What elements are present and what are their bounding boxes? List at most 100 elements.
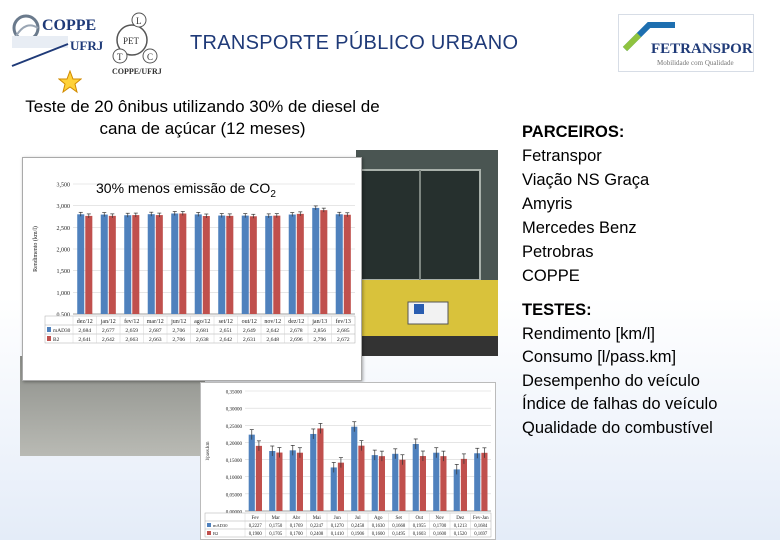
bar-mad30 (194, 214, 202, 314)
bar-b2 (255, 445, 262, 511)
data-label: 2,648 (266, 337, 279, 343)
y-tick-label: 0,20000 (226, 442, 243, 447)
x-tick-label: Set (396, 516, 403, 521)
data-label: 0,1697 (474, 532, 488, 537)
bar-b2 (202, 216, 210, 314)
partner-item: Petrobras (522, 243, 594, 261)
data-label: 0,1270 (331, 524, 345, 529)
test-item: Índice de falhas do veículo (522, 395, 718, 413)
data-label: 2,651 (219, 328, 232, 334)
data-label: 2,663 (149, 337, 162, 343)
x-tick-label: out/12 (242, 319, 257, 325)
legend-swatch (207, 523, 211, 527)
x-tick-label: Fev-Jan (473, 516, 489, 521)
data-label: 0,2227 (249, 524, 263, 529)
bar-mad30 (453, 469, 460, 511)
test-description: Teste de 20 ônibus utilizando 30% de die… (25, 97, 380, 138)
x-tick-label: Mai (313, 516, 322, 521)
x-tick-label: Mar (272, 516, 281, 521)
pet-logo-text: PET (123, 36, 140, 46)
data-label: 2,685 (337, 328, 350, 334)
x-tick-label: set/12 (219, 319, 233, 325)
data-label: 2,659 (125, 328, 138, 334)
svg-text:L: L (136, 16, 142, 26)
bar-b2 (440, 456, 447, 511)
bar-mad30 (330, 467, 337, 511)
bar-mad30 (241, 215, 249, 314)
test-item: Desempenho do veículo (522, 371, 700, 390)
bar-b2 (296, 213, 304, 314)
bar-b2 (273, 215, 281, 314)
svg-text:C: C (147, 52, 153, 62)
bar-b2 (179, 213, 187, 314)
data-label: 2,706 (172, 328, 185, 334)
y-tick-label: 0,10000 (226, 476, 243, 481)
data-label: 2,696 (290, 337, 303, 343)
x-tick-label: ago/12 (194, 319, 210, 325)
chart-consumo: l/pass.km0,000000,050000,100000,150000,2… (200, 382, 496, 540)
data-label: 0,1213 (454, 524, 468, 529)
data-label: 0,1495 (392, 532, 406, 537)
x-tick-label: Jul (355, 516, 361, 521)
data-label: 2,649 (243, 328, 256, 334)
data-label: 0,1520 (454, 532, 468, 537)
coppe-logo-sub: UFRJ (70, 38, 104, 53)
bar-b2 (108, 215, 116, 314)
data-label: 0,1700 (290, 532, 304, 537)
x-tick-label: Out (416, 516, 424, 521)
bar-mad30 (147, 214, 155, 314)
bar-b2 (343, 214, 351, 314)
data-label: 0,1630 (372, 524, 386, 529)
bar-b2 (337, 462, 344, 511)
data-label: 0,1700 (433, 524, 447, 529)
bar-b2 (85, 215, 93, 314)
y-tick-label: 0,30000 (226, 408, 243, 413)
data-label: 2,681 (196, 328, 209, 334)
fetranspor-logo: FETRANSPOR Mobilidade com Qualidade (618, 14, 754, 72)
data-label: 0,1906 (351, 532, 365, 537)
bar-b2 (132, 215, 140, 314)
bar-mad30 (433, 452, 440, 511)
data-label: 2,642 (102, 337, 115, 343)
bar-mad30 (371, 455, 378, 511)
x-tick-label: Abr (292, 516, 300, 521)
partner-item: Fetranspor (522, 147, 602, 165)
x-tick-label: Ago (374, 516, 383, 521)
coppe-logo: COPPE UFRJ PET L T C COPPE/UFRJ (8, 6, 166, 76)
data-label: 0,1603 (413, 532, 427, 537)
data-label: 2,677 (102, 328, 115, 334)
data-table (204, 512, 492, 538)
chart-rendimento: Rendimento (km/l) 0,500 1,000 1,500 2,000 2,5… (22, 157, 362, 381)
bar-mad30 (171, 213, 179, 314)
x-tick-label: Nov (435, 516, 444, 521)
fetranspor-name: FETRANSPOR (651, 41, 753, 57)
data-label: 0,1600 (372, 532, 386, 537)
data-label: 0,2247 (310, 524, 324, 529)
data-label: 2,706 (172, 337, 185, 343)
bar-mad30 (412, 443, 419, 511)
bar-mad30 (351, 426, 358, 511)
bar-mad30 (100, 214, 108, 314)
bar-mad30 (335, 214, 343, 314)
bar-b2 (249, 216, 257, 314)
data-label: 0,2458 (351, 524, 365, 529)
partner-item: Viação NS Graça (522, 171, 650, 189)
y-tick-label: 1,500 (57, 269, 71, 275)
co2-reduction-label: 30% menos emissão de CO2 (96, 180, 276, 200)
x-tick-label: jan/12 (100, 319, 116, 325)
x-tick-label: jan/13 (311, 319, 327, 325)
partners-heading: PARCEIROS: (522, 123, 625, 141)
bar-mad30 (77, 214, 85, 314)
x-tick-label: Fev (252, 516, 260, 521)
data-label: 2,856 (313, 328, 326, 334)
svg-text:T: T (117, 52, 123, 62)
bar-b2 (378, 456, 385, 511)
legend-swatch (47, 327, 51, 332)
tests-heading: TESTES: (522, 301, 592, 319)
bar-mad30 (218, 215, 226, 314)
bar-mad30 (310, 433, 317, 511)
data-label: 0,1769 (290, 524, 304, 529)
bar-b2 (276, 452, 283, 511)
y-tick-label: 0,05000 (226, 493, 243, 498)
data-label: 2,641 (78, 337, 91, 343)
